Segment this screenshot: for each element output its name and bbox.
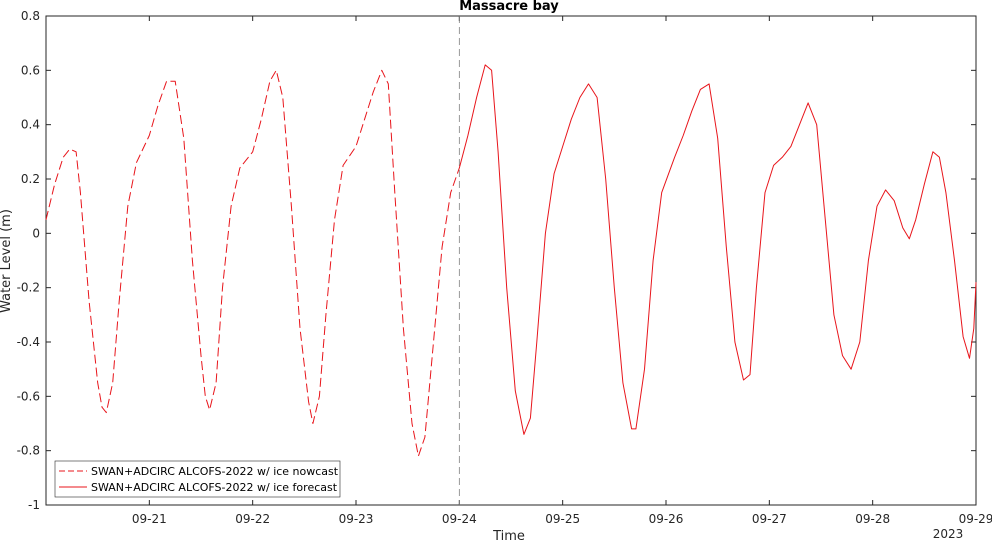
legend-box [54, 460, 341, 498]
y-tick-label: 0.6 [21, 63, 40, 77]
y-tick-label: 0 [32, 226, 40, 240]
series-layer [45, 64, 977, 457]
series-line-nowcast [45, 69, 460, 457]
x-tick-label: 09-21 [132, 512, 167, 526]
y-tick-label: -0.4 [17, 335, 40, 349]
y-axis-title: Water Level (m) [0, 209, 14, 313]
y-tick-label: 0.8 [21, 9, 40, 23]
y-tick-label: -0.6 [17, 389, 40, 403]
x-axis-year-label: 2023 [933, 527, 964, 541]
x-tick-label: 09-27 [752, 512, 787, 526]
x-tick-label: 09-22 [235, 512, 270, 526]
y-tick-label: -0.2 [17, 281, 40, 295]
x-tick-label: 09-26 [649, 512, 684, 526]
y-tick-label: 0.4 [21, 118, 40, 132]
y-tick-label: 0.2 [21, 172, 40, 186]
legend-label-forecast: SWAN+ADCIRC ALCOFS-2022 w/ ice forecast [91, 481, 338, 494]
x-tick-label: 09-28 [855, 512, 890, 526]
y-axis-ticks: -1 -0.8 -0.6 -0.4 -0.2 0 0.2 0.4 0.6 0.8 [17, 9, 976, 512]
plot-area [45, 15, 977, 506]
legend-label-nowcast: SWAN+ADCIRC ALCOFS-2022 w/ ice nowcast [91, 465, 339, 478]
x-tick-label: 09-29 [959, 512, 992, 526]
y-tick-label: -1 [28, 498, 40, 512]
x-tick-label: 09-23 [339, 512, 374, 526]
y-tick-label: -0.8 [17, 444, 40, 458]
x-axis-title: Time [492, 529, 525, 541]
x-tick-label: 09-25 [545, 512, 580, 526]
x-tick-label: 09-24 [442, 512, 477, 526]
chart-title: Massacre bay [459, 0, 559, 14]
legend: SWAN+ADCIRC ALCOFS-2022 w/ ice nowcast S… [54, 460, 341, 498]
x-axis-ticks: 09-21 09-22 09-23 09-24 09-25 09-26 09-27 09-28… [132, 16, 992, 526]
series-line-forecast [458, 64, 977, 435]
